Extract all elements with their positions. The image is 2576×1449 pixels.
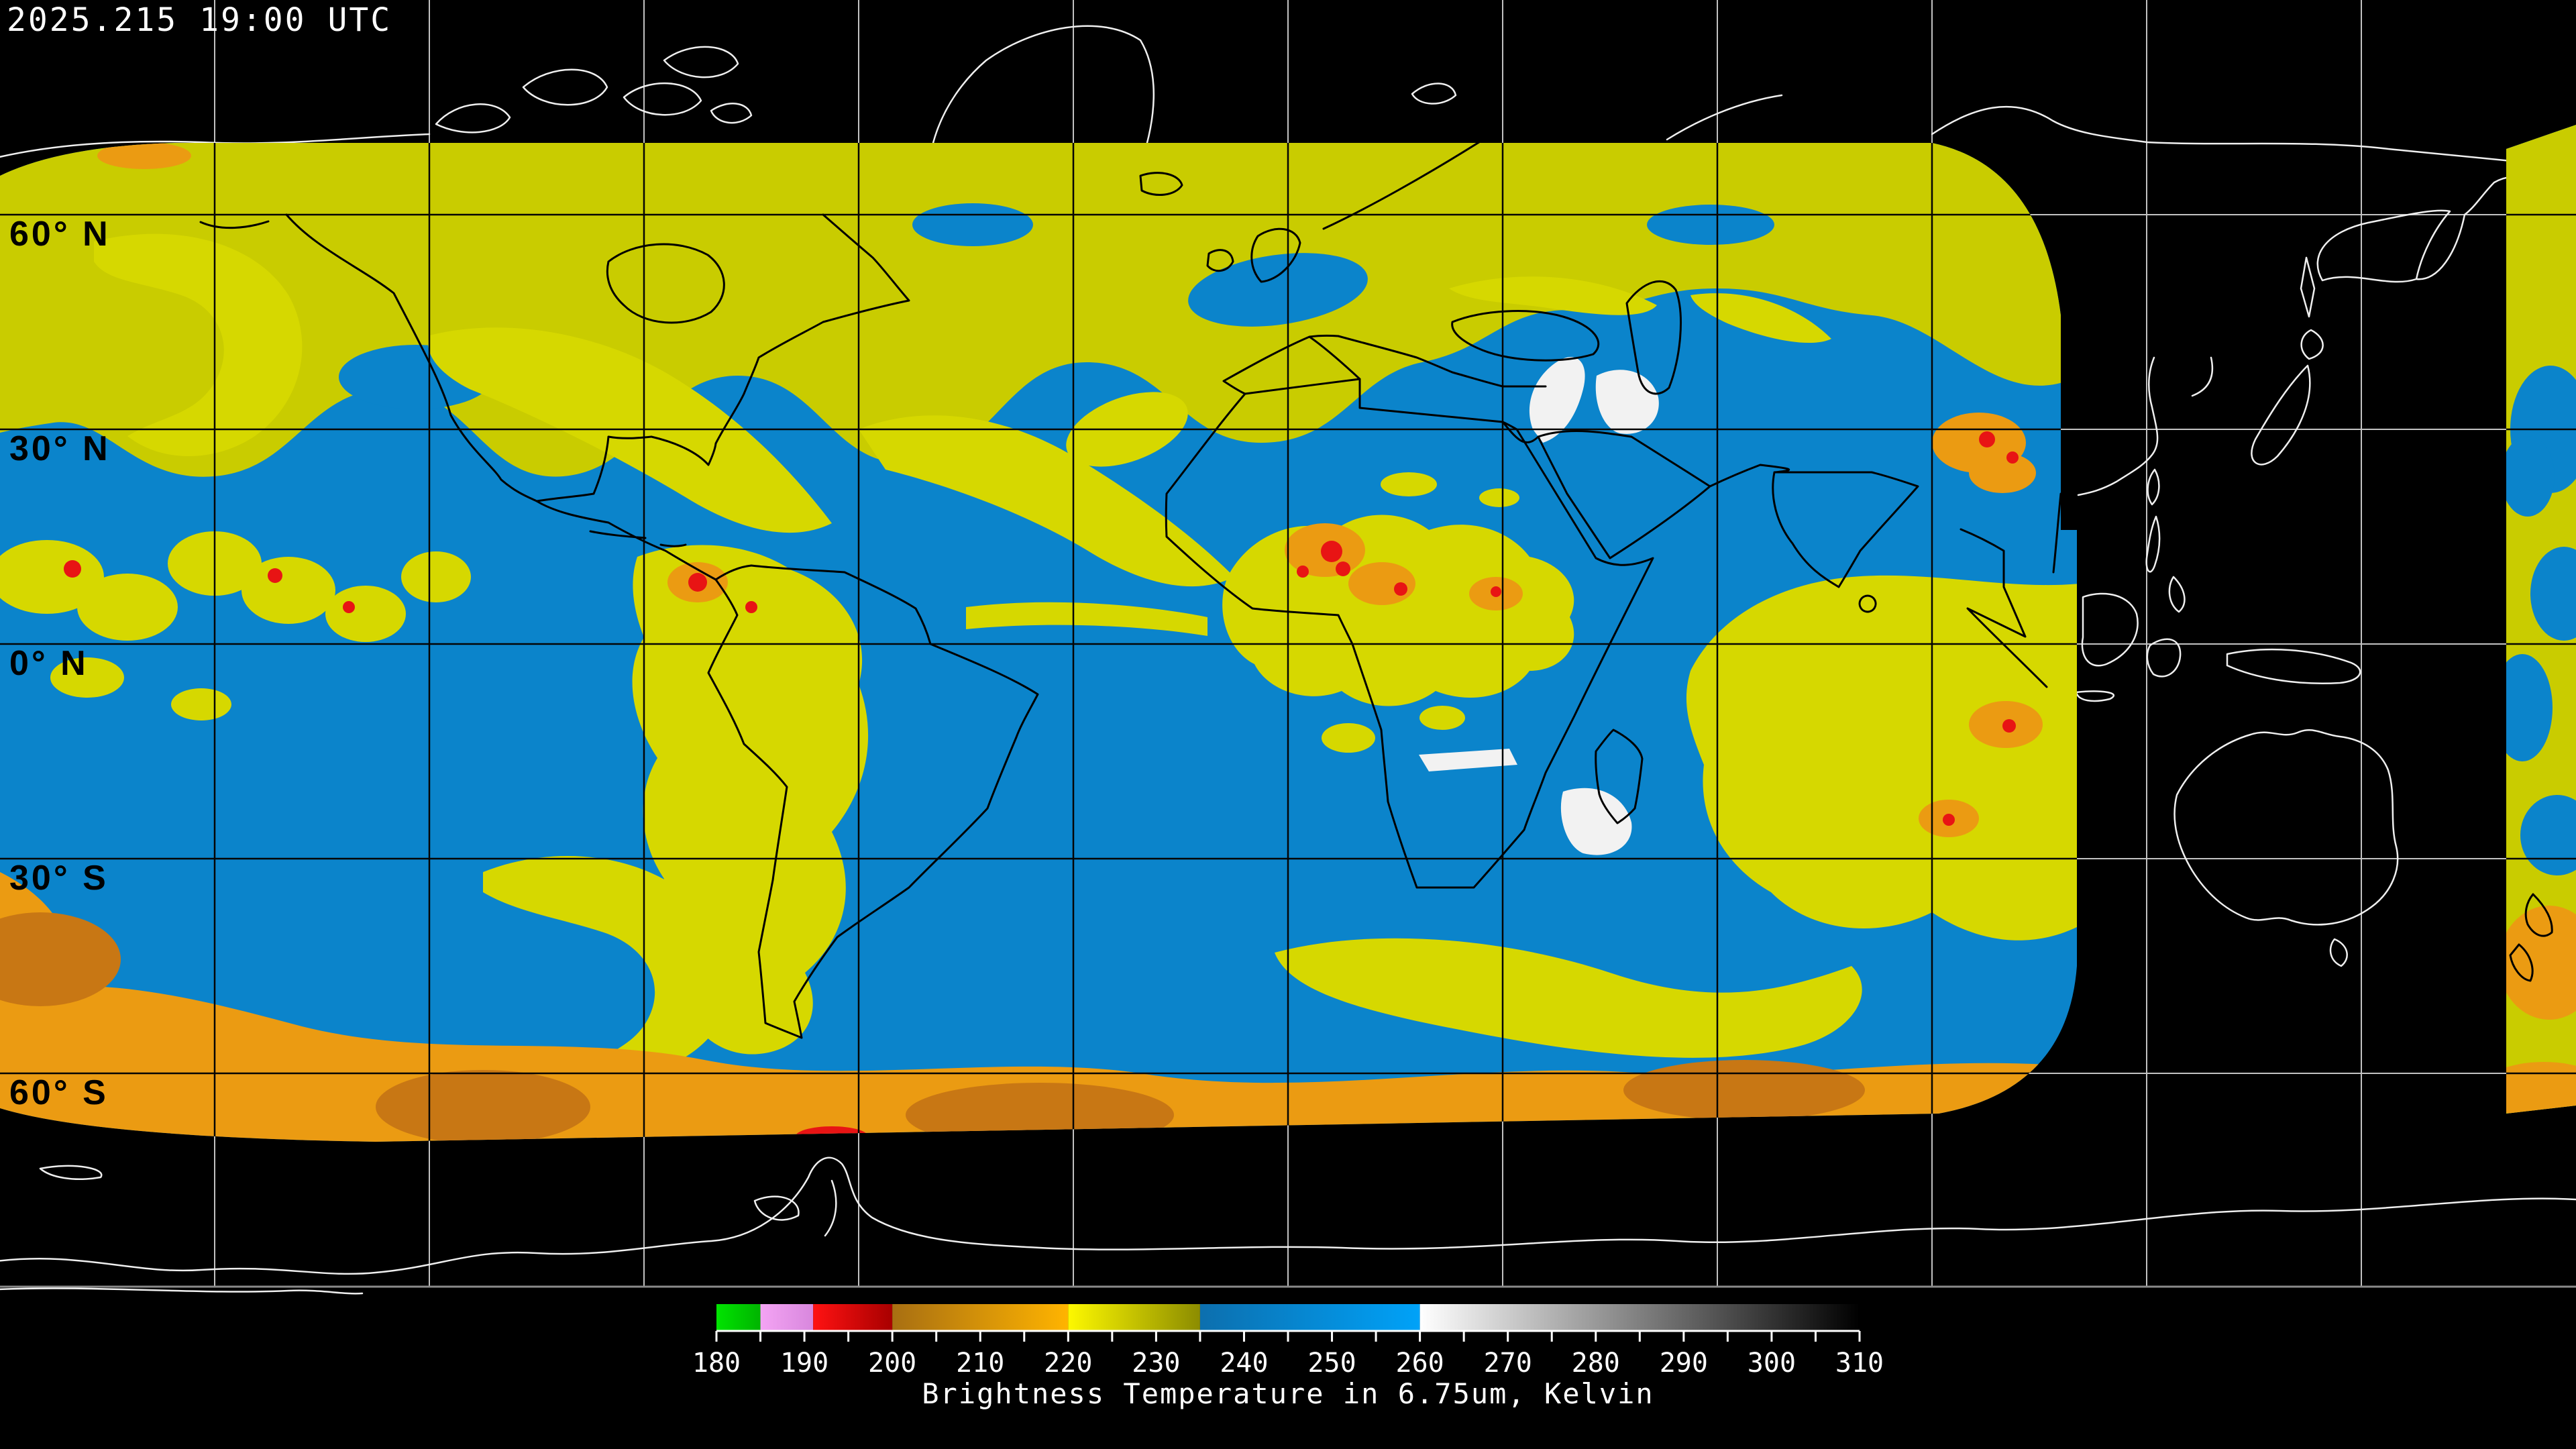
data-swath	[0, 125, 2576, 1142]
lat-label-0n: 0° N	[9, 644, 89, 683]
map-graphic	[2499, 906, 2576, 1020]
itcz-west-atlantic	[0, 531, 471, 720]
arctic-coastlines	[0, 25, 2576, 216]
colorbar-tick-label: 300	[1748, 1348, 1796, 1379]
map-graphic	[1479, 488, 1519, 507]
colorbar-tick-label: 210	[956, 1348, 1004, 1379]
colorbar-segment-green	[716, 1304, 761, 1330]
colorbar-tick-label: 310	[1835, 1348, 1884, 1379]
sahara-specks	[1322, 472, 1519, 753]
colorbar-tick-label: 270	[1484, 1348, 1532, 1379]
map-graphic	[401, 551, 471, 602]
map-graphic	[688, 573, 707, 592]
map-graphic	[1322, 723, 1375, 753]
colorbar-tick-label: 180	[692, 1348, 741, 1379]
map-graphic	[325, 586, 406, 642]
map-graphic	[0, 540, 104, 614]
colorbar-tick-label: 260	[1395, 1348, 1444, 1379]
lat-label-60n: 60° N	[9, 215, 111, 254]
colorbar-tick-label: 280	[1572, 1348, 1620, 1379]
colorbar-tick-label: 190	[780, 1348, 828, 1379]
antarctica-coastline	[0, 1157, 2576, 1295]
map-graphic	[1560, 788, 1632, 855]
colorbar-segment-grayscale	[1419, 1304, 1860, 1330]
east-asia-coastlines	[2077, 172, 2576, 506]
colorbar-tick-label: 230	[1132, 1348, 1180, 1379]
north-america-coastline	[199, 213, 910, 581]
africa-europe-coastline	[1139, 140, 1919, 889]
new-zealand-coastline	[2509, 893, 2553, 982]
map-graphic	[171, 688, 231, 720]
colorbar-segment-pink	[760, 1304, 814, 1330]
colorbar-segments	[716, 1304, 1860, 1330]
map-graphic	[1321, 541, 1342, 562]
map-graphic	[1348, 562, 1415, 605]
colorbar-segment-red	[813, 1304, 893, 1330]
maritime-continent-coastlines	[2075, 515, 2361, 702]
map-graphic	[50, 657, 124, 698]
south-atlantic-swirl	[483, 856, 732, 1078]
south-indian-swirls	[1275, 938, 1862, 1058]
map-graphic	[2501, 436, 2555, 517]
map-graphic	[1297, 566, 1309, 578]
map-graphic	[2492, 654, 2553, 761]
coastlines-light	[0, 25, 2576, 1295]
colorbar-segment-blue	[1199, 1304, 1420, 1330]
blue-patch	[1188, 253, 1368, 327]
map-graphic	[1943, 814, 1955, 826]
colorbar-tick-label: 290	[1660, 1348, 1708, 1379]
deep-orange-swirl	[376, 1070, 590, 1142]
colorbar-tick-label: 220	[1044, 1348, 1092, 1379]
deep-orange-swirl	[1623, 1060, 1865, 1120]
latitude-labels: 60° N 30° N 0° N 30° S 60° S	[9, 215, 111, 1112]
europe-streaks	[1449, 276, 1831, 343]
map-graphic	[64, 560, 81, 578]
blue-patch	[912, 203, 1033, 246]
map-graphic	[1419, 706, 1465, 730]
deep-orange-swirl	[0, 912, 121, 1006]
map-graphic	[77, 574, 178, 641]
colorbar-segment-orange	[892, 1304, 1069, 1330]
map-graphic	[268, 568, 282, 583]
map-graphic	[343, 601, 355, 613]
colorbar-tick-label: 200	[868, 1348, 916, 1379]
colorbar-ticks	[715, 1331, 1861, 1342]
colorbar-segment-yellow	[1068, 1304, 1200, 1330]
map-graphic	[1969, 453, 2036, 493]
map-graphic	[1336, 561, 1350, 576]
map-graphic	[2530, 547, 2576, 641]
orange-patch-top-left	[97, 142, 191, 169]
blue-patch	[1647, 205, 1774, 245]
map-graphic	[2002, 719, 2016, 733]
colorbar-title: Brightness Temperature in 6.75um, Kelvin	[922, 1377, 1654, 1410]
map-graphic	[1419, 749, 1517, 771]
australia-coastline	[2174, 729, 2399, 967]
na-west-swirl	[94, 233, 303, 456]
map-graphic	[1381, 472, 1437, 496]
map-graphic	[1394, 582, 1407, 596]
indian-ocean-fan	[1686, 575, 2080, 941]
lat-label-30s: 30° S	[9, 859, 109, 898]
map-graphic	[1979, 431, 1995, 447]
south-america-coastline	[707, 564, 1039, 1039]
atlantic-streak	[859, 415, 1234, 587]
lat-label-60s: 60° S	[9, 1073, 109, 1112]
colorbar: 180 190 200 210 220 230 240 250 260 270 280 290 300 3…	[692, 1304, 1884, 1410]
colorbar-tick-label: 250	[1307, 1348, 1356, 1379]
map-graphic	[745, 601, 757, 613]
map-graphic	[1491, 586, 1501, 597]
coastlines-dark	[199, 140, 2553, 1039]
colorbar-tick-label: 240	[1220, 1348, 1268, 1379]
colorbar-tick-labels: 180 190 200 210 220 230 240 250 260 270 280 290 300 3…	[692, 1348, 1884, 1379]
timestamp: 2025.215 19:00 UTC	[7, 1, 392, 39]
map-graphic	[241, 557, 335, 624]
lat-label-30n: 30° N	[9, 429, 111, 468]
map-graphic	[1529, 357, 1585, 443]
map-graphic	[2006, 451, 2019, 464]
mid-atlantic-itcz-line	[966, 602, 1208, 636]
